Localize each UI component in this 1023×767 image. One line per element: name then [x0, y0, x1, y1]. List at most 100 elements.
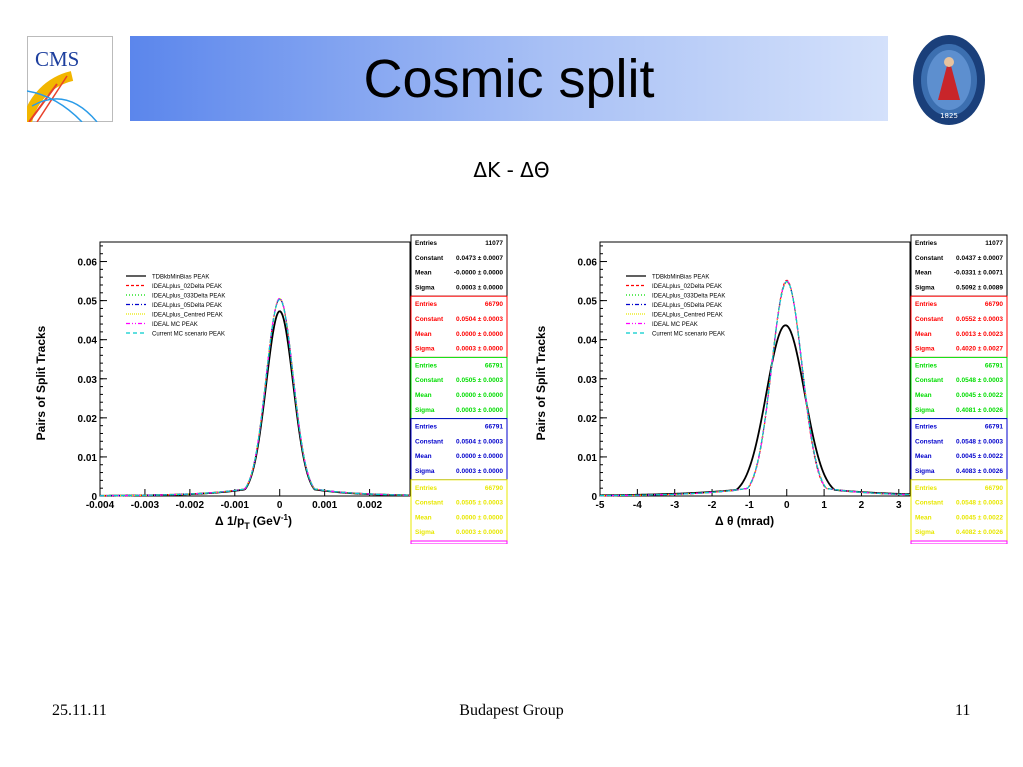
stats-label: Mean: [415, 514, 432, 521]
stats-value: 0.0548 ± 0.0003: [956, 377, 1003, 384]
stats-label: Sigma: [415, 407, 435, 414]
stats-label: Mean: [415, 331, 432, 338]
stats-box: [410, 356, 508, 420]
footer-group: Budapest Group: [459, 702, 564, 719]
stats-label: Mean: [915, 514, 932, 521]
stats-value: 66791: [485, 424, 503, 431]
x-tick-label: -0.004: [86, 500, 115, 511]
stats-label: Sigma: [915, 529, 935, 536]
x-axis-label-main: Δ θ (mrad): [715, 514, 774, 528]
stats-value: 0.0473 ± 0.0007: [456, 255, 503, 262]
stats-value: 0.0003 ± 0.0000: [456, 284, 503, 291]
stats-value: 0.0548 ± 0.0003: [956, 438, 1003, 445]
stats-box: [910, 295, 1008, 358]
stats-box: [410, 234, 508, 297]
y-tick-label: 0.01: [78, 453, 98, 464]
stats-label: Entries: [415, 301, 437, 308]
stats-box: [410, 479, 508, 542]
stats-value: 66791: [485, 362, 503, 369]
stats-value: 0.0003 ± 0.0000: [456, 468, 503, 475]
x-axis-label-sup: -1: [281, 513, 289, 522]
stats-value: 0.4083 ± 0.0026: [956, 468, 1003, 475]
y-tick-label: 0.01: [578, 453, 598, 464]
x-axis-label-main: Δ 1/p: [215, 514, 244, 528]
legend-entry: IDEALplus_033Delta PEAK: [152, 294, 225, 300]
stats-label: Entries: [915, 485, 937, 492]
stats-label: Mean: [415, 270, 432, 277]
stats-value: 0.5092 ± 0.0089: [956, 284, 1003, 291]
stats-value: 0.0437 ± 0.0007: [956, 255, 1003, 262]
stats-value: 0.0504 ± 0.0003: [456, 316, 503, 323]
stats-value: 0.0000 ± 0.0000: [456, 514, 503, 521]
stats-value: 66790: [985, 485, 1003, 492]
stats-label: Mean: [915, 453, 932, 460]
legend-entry: TDBkbMinBias PEAK: [152, 275, 209, 281]
x-axis-label: Δ θ (mrad): [715, 514, 774, 528]
stats-box: [910, 234, 1008, 297]
academy-seal: 1825: [913, 35, 985, 125]
stats-value: 0.0000 ± 0.0000: [456, 392, 503, 399]
stats-value: 0.4020 ± 0.0027: [956, 346, 1003, 353]
x-tick-label: -0.003: [131, 500, 160, 511]
svg-text:CMS: CMS: [35, 47, 79, 71]
stats-value: 0.4082 ± 0.0026: [956, 529, 1003, 536]
stats-value: 0.0504 ± 0.0003: [456, 438, 503, 445]
stats-label: Constant: [915, 500, 944, 507]
stats-label: Mean: [915, 270, 932, 277]
stats-label: Sigma: [915, 407, 935, 414]
x-tick-label: -3: [670, 500, 679, 511]
stats-value: -0.0000 ± 0.0000: [454, 270, 503, 277]
stats-label: Mean: [415, 453, 432, 460]
stats-value: 11077: [485, 240, 503, 247]
stats-value: 66791: [985, 424, 1003, 431]
stats-label: Constant: [415, 255, 444, 262]
stats-box: [410, 418, 508, 481]
y-axis-label: Pairs of Split Tracks: [34, 325, 48, 440]
x-tick-label: -4: [633, 500, 642, 511]
y-tick-label: 0.04: [578, 336, 598, 347]
x-tick-label: -2: [708, 500, 717, 511]
stats-value: 0.0003 ± 0.0000: [456, 407, 503, 414]
stats-label: Sigma: [415, 346, 435, 353]
legend-entry: IDEALplus_02Delta PEAK: [152, 284, 222, 290]
series-line: [99, 298, 411, 497]
stats-label: Constant: [915, 377, 944, 384]
stats-value: 0.0045 ± 0.0022: [956, 453, 1003, 460]
stats-label: Constant: [915, 438, 944, 445]
x-axis-label-sub: T: [244, 521, 250, 531]
stats-value: 0.0000 ± 0.0000: [456, 331, 503, 338]
stats-value: 0.0505 ± 0.0003: [456, 500, 503, 507]
stats-label: Entries: [915, 362, 937, 369]
legend-entry: Current MC scenario PEAK: [652, 332, 725, 338]
plot-frame: [99, 241, 411, 497]
legend-entry: IDEALplus_Centred PEAK: [652, 313, 723, 319]
series-line: [599, 280, 911, 497]
slide-title: Cosmic split: [363, 49, 655, 109]
legend-entry: IDEALplus_05Delta PEAK: [652, 303, 722, 309]
stats-label: Constant: [415, 500, 444, 507]
stats-box: [410, 540, 508, 544]
x-tick-label: -0.002: [176, 500, 205, 511]
y-axis-label: Pairs of Split Tracks: [534, 325, 548, 440]
x-tick-label: 1: [821, 500, 827, 511]
plot-delta-theta: 0 0.01 0.02 0.03 0.04 0.05 0.06 -5 -4 -3 -2 -1 0 1 2 3 P…: [534, 234, 1008, 544]
stats-value: 66791: [985, 362, 1003, 369]
plot-delta-inverse-pt: 0 0.01 0.02 0.03 0.04 0.05 0.06 -0.004 -0.003 -0.…: [34, 234, 508, 544]
x-tick-label: 2: [859, 500, 865, 511]
stats-label: Mean: [415, 392, 432, 399]
y-tick-label: 0.05: [78, 297, 98, 308]
y-tick-label: 0: [91, 492, 97, 503]
stats-label: Entries: [415, 424, 437, 431]
stats-value: 11077: [985, 240, 1003, 247]
y-tick-label: 0: [591, 492, 597, 503]
stats-value: 0.4081 ± 0.0026: [956, 407, 1003, 414]
x-tick-label: -1: [745, 500, 754, 511]
stats-label: Sigma: [915, 468, 935, 475]
legend-entry: Current MC scenario PEAK: [152, 332, 225, 338]
stats-label: Constant: [915, 316, 944, 323]
x-axis-label-end: ): [288, 514, 292, 528]
stats-label: Sigma: [415, 529, 435, 536]
x-tick-label: 0: [277, 500, 283, 511]
legend-entry: IDEALplus_02Delta PEAK: [652, 284, 722, 290]
y-tick-label: 0.04: [78, 336, 98, 347]
